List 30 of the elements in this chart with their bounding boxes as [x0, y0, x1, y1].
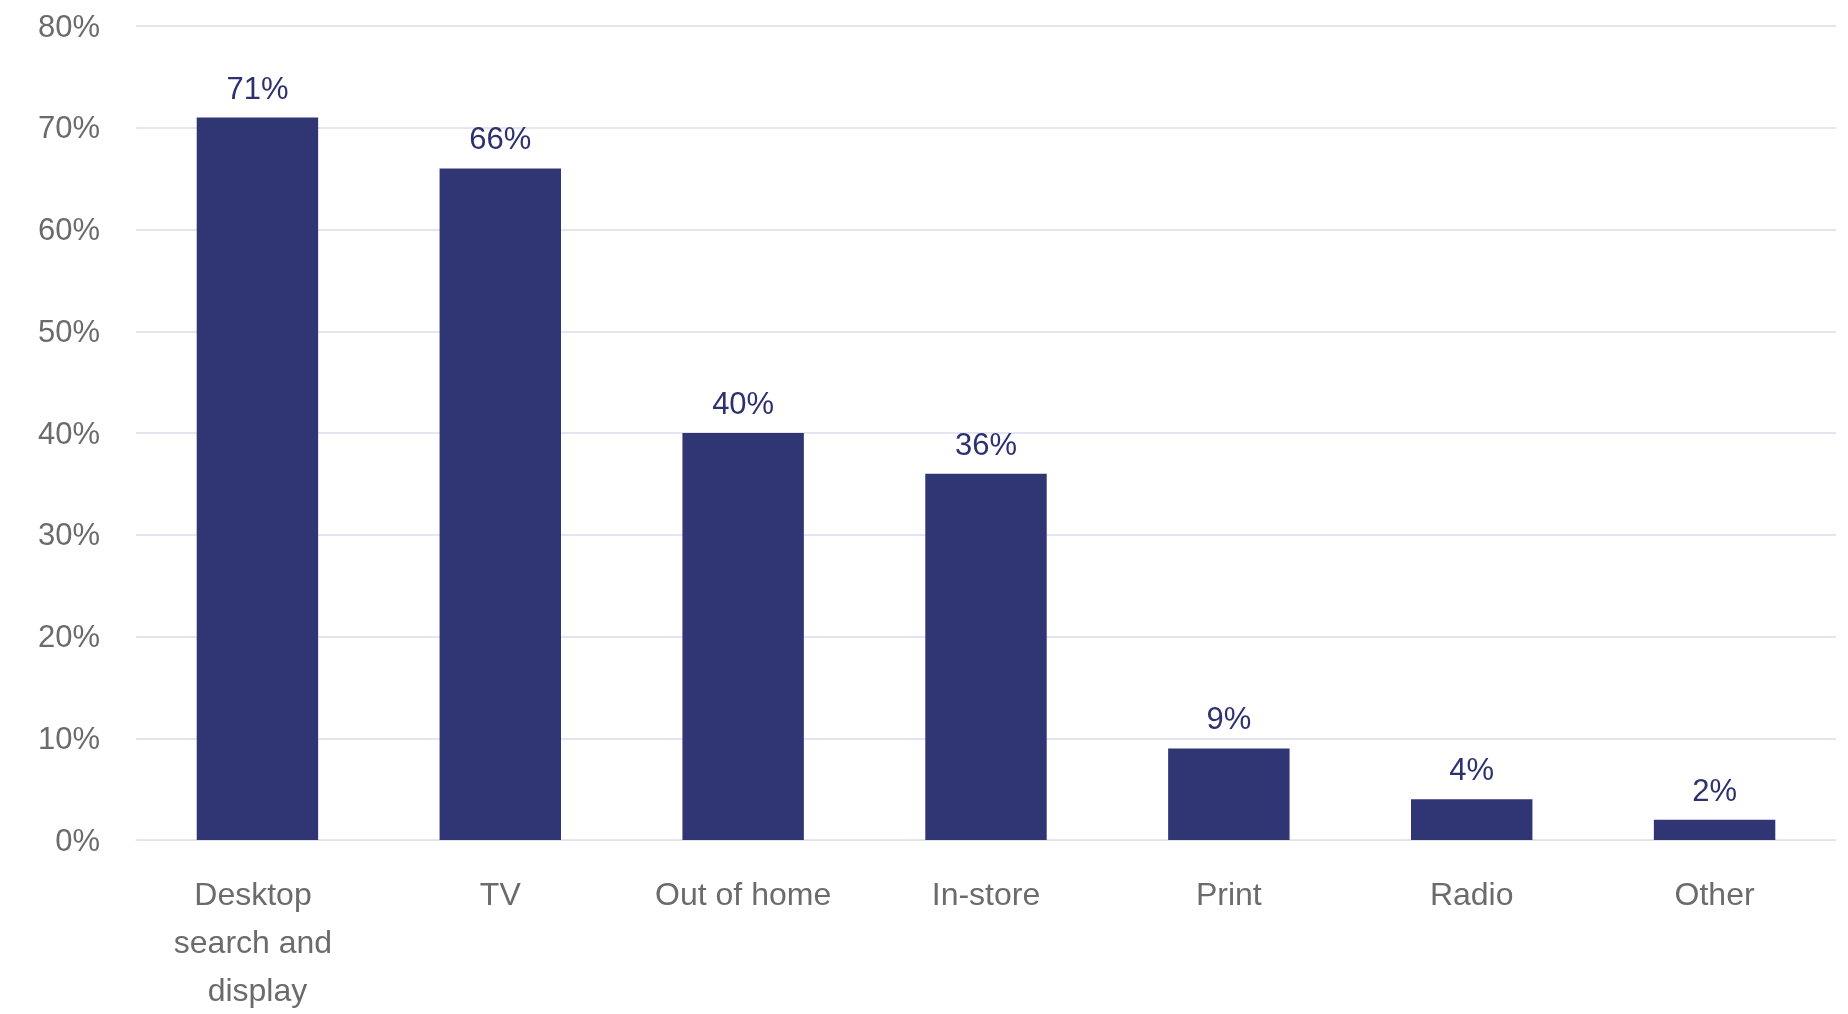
y-tick-label: 70%: [37, 110, 100, 146]
bar: [196, 117, 319, 840]
x-tick-label: TV: [479, 876, 522, 912]
y-tick-label: 50%: [37, 313, 100, 349]
bar: [1411, 799, 1533, 840]
bar: [925, 473, 1047, 840]
bar: [682, 433, 804, 840]
y-tick-label: 0%: [55, 822, 100, 858]
data-label: 40%: [712, 386, 775, 421]
data-label: 2%: [1692, 772, 1737, 808]
x-tick-label: In-store: [931, 876, 1041, 912]
data-label: 71%: [226, 70, 289, 106]
x-tick-label: Radio: [1429, 876, 1514, 912]
y-tick-label: 10%: [37, 720, 100, 756]
bar: [1168, 748, 1290, 840]
y-tick-label: 80%: [37, 8, 100, 44]
bar: [1653, 819, 1776, 840]
x-tick-label: Desktop search and display: [173, 876, 342, 1008]
y-tick-label: 20%: [37, 619, 100, 654]
x-tick-label: Print: [1195, 876, 1262, 912]
y-tick-label: 30%: [37, 517, 100, 553]
bar: [439, 168, 561, 840]
data-label: 36%: [954, 426, 1018, 462]
x-tick-label: Out of home: [655, 876, 832, 912]
y-tick-label: 60%: [37, 212, 100, 247]
data-label: 9%: [1206, 701, 1252, 737]
y-tick-label: 40%: [37, 415, 100, 451]
data-label: 4%: [1449, 752, 1495, 788]
x-tick-label: Other: [1674, 876, 1755, 912]
data-label: 66%: [469, 121, 532, 157]
